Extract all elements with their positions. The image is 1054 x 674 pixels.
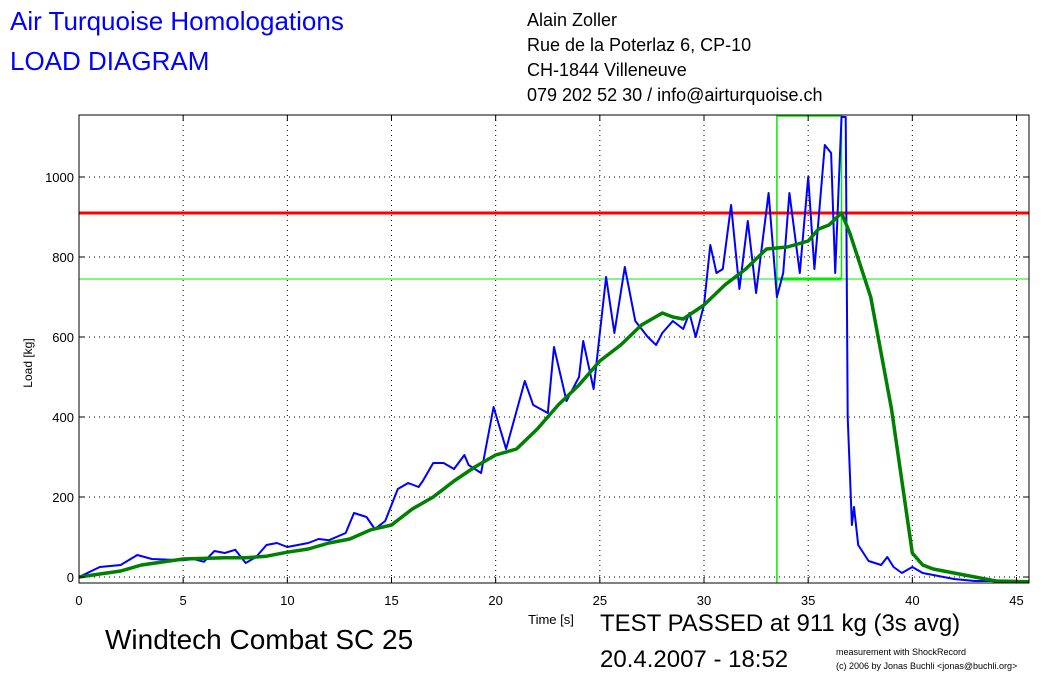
test-result: TEST PASSED at 911 kg (3s avg) bbox=[600, 610, 961, 637]
address-contact: 079 202 52 30 / info@airturquoise.ch bbox=[527, 85, 823, 105]
plot-frame bbox=[78, 114, 1030, 584]
address-city: CH-1844 Villeneuve bbox=[527, 60, 687, 80]
x-tick-label: 10 bbox=[280, 593, 294, 608]
diagram-title: LOAD DIAGRAM bbox=[10, 46, 210, 76]
y-tick-label: 600 bbox=[52, 330, 74, 345]
x-tick-label: 45 bbox=[1009, 593, 1023, 608]
y-axis-label: Load [kg] bbox=[21, 338, 35, 387]
glider-name: Windtech Combat SC 25 bbox=[105, 624, 414, 655]
y-tick-label: 1000 bbox=[45, 170, 74, 185]
test-datetime: 20.4.2007 - 18:52 bbox=[600, 646, 789, 673]
x-tick-label: 15 bbox=[384, 593, 398, 608]
y-tick-label: 800 bbox=[52, 250, 74, 265]
x-tick-label: 35 bbox=[801, 593, 815, 608]
y-tick-label: 0 bbox=[67, 570, 74, 585]
y-tick-label: 400 bbox=[52, 410, 74, 425]
x-tick-label: 5 bbox=[180, 593, 187, 608]
x-tick-label: 40 bbox=[905, 593, 919, 608]
average-load-line bbox=[78, 211, 1030, 584]
address-name: Alain Zoller bbox=[527, 10, 618, 30]
y-tick-label: 200 bbox=[52, 490, 74, 505]
x-axis-label: Time [s] bbox=[528, 612, 574, 627]
x-tick-label: 20 bbox=[488, 593, 502, 608]
credit-line-1: measurement with ShockRecord bbox=[836, 647, 967, 657]
raw-load-line bbox=[78, 116, 1030, 583]
x-tick-label: 25 bbox=[593, 593, 607, 608]
address-street: Rue de la Poterlaz 6, CP-10 bbox=[527, 35, 752, 55]
address-block: Alain Zoller Rue de la Poterlaz 6, CP-10… bbox=[527, 8, 822, 108]
x-tick-label: 0 bbox=[75, 593, 82, 608]
x-tick-label: 30 bbox=[697, 593, 711, 608]
credit-line-2: (c) 2006 by Jonas Buchli <jonas@buchli.o… bbox=[836, 661, 1018, 671]
company-title: Air Turquoise Homologations bbox=[10, 6, 344, 36]
